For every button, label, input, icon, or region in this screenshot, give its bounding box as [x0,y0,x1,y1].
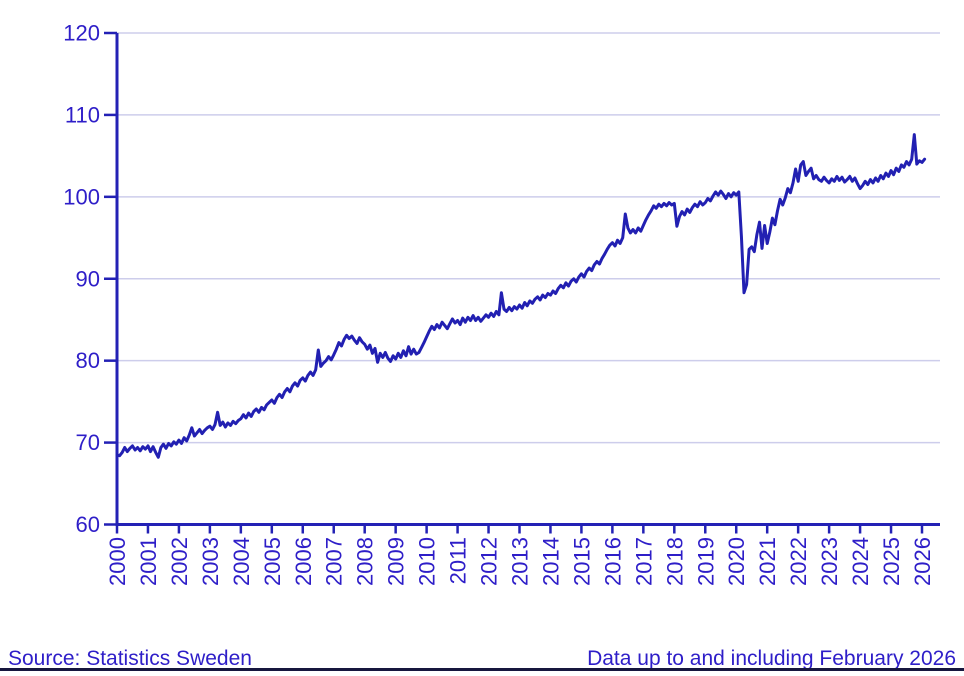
data-coverage-caption: Data up to and including February 2026 [587,647,956,670]
x-tick-label-2013: 2013 [508,537,533,586]
x-tick-label-2004: 2004 [229,537,254,586]
x-tick-label-2001: 2001 [136,537,161,586]
x-tick-label-2011: 2011 [446,537,471,584]
x-tick-label-2017: 2017 [631,537,656,586]
y-tick-label-90: 90 [76,266,100,291]
x-tick-label-2002: 2002 [167,537,192,586]
source-caption: Source: Statistics Sweden [8,647,252,670]
x-tick-label-2019: 2019 [693,537,718,586]
footer-divider-rule [0,668,964,671]
x-tick-label-2006: 2006 [291,537,316,586]
x-tick-label-2009: 2009 [384,537,409,586]
x-tick-label-2012: 2012 [477,537,502,586]
x-tick-label-2023: 2023 [817,537,842,586]
x-tick-label-2014: 2014 [538,537,563,586]
y-tick-label-100: 100 [63,184,100,209]
x-tick-label-2018: 2018 [662,537,687,586]
x-tick-label-2021: 2021 [755,537,780,586]
x-tick-label-2007: 2007 [322,537,347,586]
x-tick-label-2024: 2024 [848,537,873,586]
x-tick-label-2020: 2020 [724,537,749,586]
x-tick-label-2005: 2005 [260,537,285,586]
y-tick-label-120: 120 [63,21,100,46]
x-tick-label-2003: 2003 [198,537,223,586]
x-tick-label-2010: 2010 [415,537,440,586]
x-tick-label-2015: 2015 [569,537,594,586]
data-series-line [115,133,927,459]
x-tick-label-2000: 2000 [105,537,130,586]
y-tick-label-70: 70 [76,430,100,455]
x-tick-label-2026: 2026 [910,537,935,586]
y-tick-label-110: 110 [65,102,100,127]
x-tick-label-2022: 2022 [786,537,811,586]
x-tick-label-2016: 2016 [600,537,625,586]
y-tick-label-80: 80 [76,348,100,373]
x-tick-label-2025: 2025 [879,537,904,586]
x-tick-label-2008: 2008 [353,537,378,586]
y-tick-label-60: 60 [76,512,100,537]
